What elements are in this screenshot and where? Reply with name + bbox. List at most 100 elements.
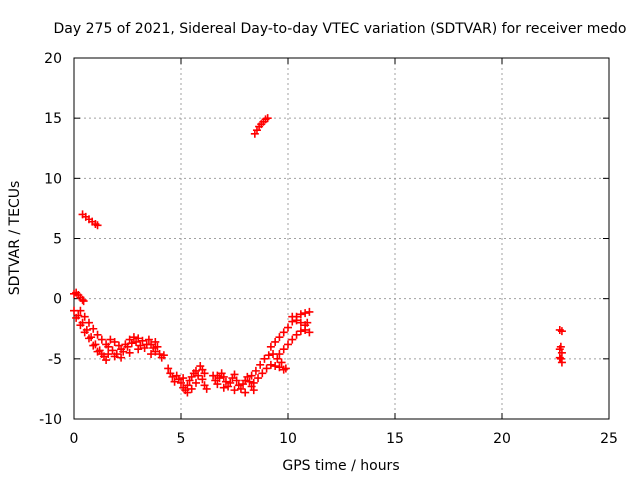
data-point	[102, 356, 111, 365]
y-axis-label: SDTVAR / TECUs	[7, 181, 23, 296]
x-axis-label: GPS time / hours	[282, 458, 399, 474]
data-point	[557, 327, 566, 336]
data-point	[236, 384, 245, 393]
data-point	[247, 371, 256, 380]
data-point	[187, 384, 196, 393]
data-point	[219, 372, 228, 381]
series-isolated_4_2	[159, 351, 168, 360]
series-cluster_22_8h	[555, 325, 566, 367]
series-cluster_high_8h	[250, 114, 272, 138]
data-point	[132, 337, 141, 346]
data-point	[221, 377, 230, 386]
y-tick-label: -5	[48, 352, 62, 368]
series-rising_d	[275, 325, 314, 359]
data-point	[284, 340, 292, 349]
y-tick-label: 10	[44, 171, 62, 187]
y-tick-label: 5	[53, 232, 62, 248]
data-point	[93, 221, 102, 230]
series-rising_e	[288, 312, 312, 330]
data-point	[219, 383, 228, 392]
y-tick-label: 15	[44, 111, 62, 127]
data-point	[76, 306, 85, 315]
series-early_band	[104, 333, 151, 362]
series-rising_b	[249, 360, 288, 387]
data-point	[198, 375, 207, 384]
y-tick-labels: -10 -5 0 5 10 15 20	[39, 51, 62, 428]
plot-frame	[73, 57, 610, 420]
series-rising_a	[247, 350, 290, 380]
data-point	[275, 350, 284, 359]
data-point	[230, 370, 239, 379]
series-group_6_5h	[209, 369, 258, 397]
x-tick-label: 5	[177, 431, 186, 447]
data-point	[153, 342, 162, 351]
y-tick-label: -10	[39, 412, 62, 428]
data-point	[134, 345, 143, 354]
data-point	[123, 342, 132, 351]
data-point	[557, 348, 566, 357]
data-point	[262, 364, 271, 373]
data-point	[555, 353, 564, 362]
data-point	[254, 374, 263, 383]
x-tick-label: 10	[279, 431, 297, 447]
data-point	[127, 339, 136, 348]
data-point	[108, 346, 117, 355]
data-point	[213, 380, 222, 389]
grid-lines	[74, 58, 609, 419]
data-point	[104, 342, 113, 351]
data-point	[164, 364, 173, 373]
data-point	[275, 333, 284, 342]
data-point	[243, 372, 252, 381]
data-point	[76, 321, 85, 330]
data-point	[279, 328, 288, 337]
data-point	[183, 381, 192, 390]
data-point	[284, 323, 292, 332]
data-point	[556, 342, 565, 351]
data-point	[303, 318, 312, 327]
data-point	[271, 362, 280, 371]
data-point	[170, 377, 179, 386]
data-point	[138, 336, 147, 345]
data-point	[179, 374, 188, 383]
data-point	[266, 360, 275, 369]
data-point	[117, 353, 126, 362]
data-point	[168, 372, 177, 381]
data-point	[266, 342, 275, 351]
data-point	[191, 366, 200, 375]
data-point	[277, 358, 286, 367]
data-point	[557, 358, 566, 367]
data-point	[226, 378, 235, 387]
series-cluster_early_7	[78, 210, 102, 230]
data-point	[144, 335, 153, 344]
data-point	[151, 337, 160, 346]
data-point	[80, 312, 89, 321]
data-point	[72, 313, 81, 322]
x-tick-label: 15	[386, 431, 404, 447]
chart-title: Day 275 of 2021, Sidereal Day-to-day VTE…	[54, 21, 627, 37]
data-point	[194, 371, 203, 380]
data-point	[93, 330, 102, 339]
data-point	[147, 350, 156, 359]
series-cluster_start_0	[70, 288, 88, 306]
x-tick-label: 0	[70, 431, 79, 447]
data-point	[279, 345, 288, 354]
data-point	[305, 328, 314, 337]
data-point	[292, 316, 301, 325]
data-point	[200, 369, 209, 378]
series-arc_b	[72, 313, 106, 359]
data-point	[140, 344, 149, 353]
data-point	[159, 351, 168, 360]
data-point	[273, 354, 282, 363]
data-points	[70, 114, 566, 397]
data-point	[301, 309, 310, 318]
data-point	[78, 295, 87, 304]
data-point	[258, 369, 267, 378]
data-point	[80, 328, 89, 337]
data-point	[263, 114, 272, 123]
y-tick-label: 20	[44, 51, 62, 67]
data-point	[260, 354, 269, 363]
data-point	[106, 335, 115, 344]
data-point	[119, 347, 128, 356]
data-point	[110, 352, 119, 361]
data-point	[191, 378, 200, 387]
